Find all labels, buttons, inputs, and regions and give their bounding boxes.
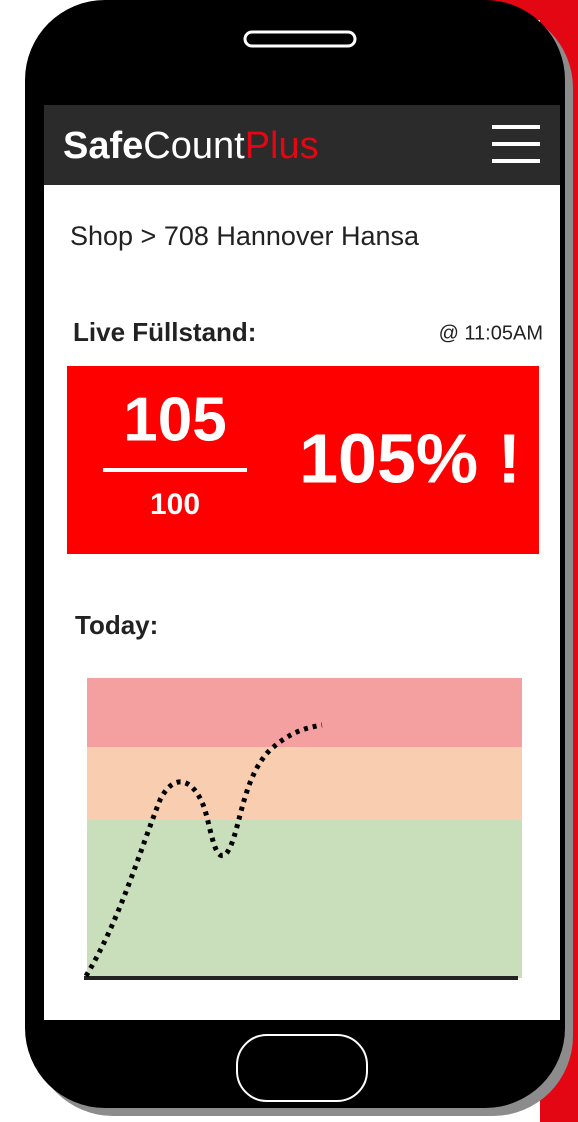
count: 105 <box>123 385 226 454</box>
breadcrumb[interactable]: Shop > 708 Hannover Hansa <box>70 221 420 251</box>
menu-button[interactable] <box>492 125 540 163</box>
app-header <box>44 105 560 185</box>
live-label: Live Füllstand: <box>73 317 256 347</box>
zone-low <box>87 820 522 978</box>
live-time: @ 11:05AM <box>439 322 543 344</box>
brand: SafeCountPlus <box>63 125 319 167</box>
brand-plus: Plus <box>245 125 319 167</box>
today-label: Today: <box>75 610 158 640</box>
zone-mid <box>87 747 522 820</box>
live-box <box>67 366 539 554</box>
brand-safe: Safe <box>63 125 143 167</box>
speaker <box>243 30 357 48</box>
zone-high <box>87 678 522 747</box>
capacity: 100 <box>150 488 200 521</box>
percent: 105% ! <box>299 419 521 497</box>
home-button[interactable] <box>236 1034 368 1102</box>
brand-count: Count <box>143 125 245 167</box>
